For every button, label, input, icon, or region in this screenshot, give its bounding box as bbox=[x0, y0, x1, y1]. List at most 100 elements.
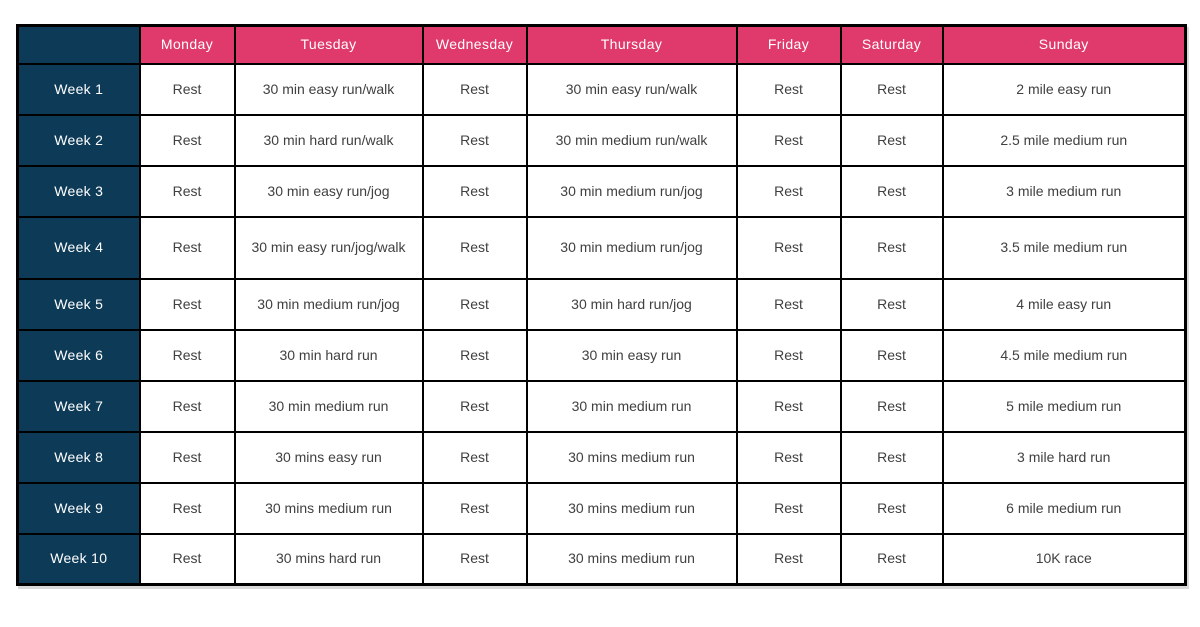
training-schedule-table: Monday Tuesday Wednesday Thursday Friday… bbox=[16, 24, 1187, 586]
schedule-cell: Rest bbox=[421, 430, 528, 484]
schedule-cell: 3 mile hard run bbox=[941, 430, 1187, 484]
schedule-cell: Rest bbox=[138, 379, 236, 433]
day-header-saturday: Saturday bbox=[839, 24, 944, 65]
schedule-cell: Rest bbox=[839, 379, 944, 433]
schedule-cell: 30 mins medium run bbox=[525, 532, 738, 586]
schedule-cell: Rest bbox=[735, 277, 842, 331]
schedule-cell: Rest bbox=[138, 215, 236, 280]
day-header-wednesday: Wednesday bbox=[421, 24, 528, 65]
schedule-cell: 3 mile medium run bbox=[941, 164, 1187, 218]
schedule-cell: Rest bbox=[138, 113, 236, 167]
schedule-cell: Rest bbox=[421, 62, 528, 116]
schedule-cell: Rest bbox=[735, 379, 842, 433]
schedule-cell: 30 min medium run bbox=[233, 379, 424, 433]
schedule-cell: Rest bbox=[421, 379, 528, 433]
week-label: Week 3 bbox=[16, 164, 141, 218]
schedule-cell: 30 mins hard run bbox=[233, 532, 424, 586]
schedule-cell: Rest bbox=[138, 277, 236, 331]
week-label: Week 7 bbox=[16, 379, 141, 433]
schedule-cell: 30 min medium run/jog bbox=[525, 215, 738, 280]
schedule-cell: Rest bbox=[735, 532, 842, 586]
schedule-cell: 2 mile easy run bbox=[941, 62, 1187, 116]
schedule-cell: 30 min hard run/jog bbox=[525, 277, 738, 331]
schedule-cell: Rest bbox=[839, 113, 944, 167]
schedule-cell: 30 min hard run bbox=[233, 328, 424, 382]
day-header-sunday: Sunday bbox=[941, 24, 1187, 65]
schedule-cell: 30 min easy run bbox=[525, 328, 738, 382]
schedule-row-week-6: Week 6 Rest 30 min hard run Rest 30 min … bbox=[16, 328, 1187, 382]
schedule-cell: Rest bbox=[839, 164, 944, 218]
schedule-cell: Rest bbox=[735, 215, 842, 280]
schedule-cell: Rest bbox=[421, 113, 528, 167]
schedule-cell: Rest bbox=[735, 430, 842, 484]
schedule-cell: 30 min medium run bbox=[525, 379, 738, 433]
week-label: Week 5 bbox=[16, 277, 141, 331]
schedule-cell: Rest bbox=[839, 277, 944, 331]
schedule-row-week-8: Week 8 Rest 30 mins easy run Rest 30 min… bbox=[16, 430, 1187, 484]
schedule-cell: 5 mile medium run bbox=[941, 379, 1187, 433]
schedule-row-week-2: Week 2 Rest 30 min hard run/walk Rest 30… bbox=[16, 113, 1187, 167]
day-header-tuesday: Tuesday bbox=[233, 24, 424, 65]
week-label: Week 4 bbox=[16, 215, 141, 280]
schedule-cell: Rest bbox=[421, 532, 528, 586]
schedule-row-week-9: Week 9 Rest 30 mins medium run Rest 30 m… bbox=[16, 481, 1187, 535]
schedule-cell: Rest bbox=[421, 481, 528, 535]
corner-cell bbox=[16, 24, 141, 65]
schedule-cell: 4 mile easy run bbox=[941, 277, 1187, 331]
schedule-cell: Rest bbox=[839, 215, 944, 280]
schedule-cell: 30 min easy run/jog bbox=[233, 164, 424, 218]
week-label: Week 6 bbox=[16, 328, 141, 382]
schedule-cell: Rest bbox=[138, 430, 236, 484]
schedule-cell: 30 mins medium run bbox=[525, 430, 738, 484]
schedule-cell: Rest bbox=[735, 164, 842, 218]
schedule-cell: Rest bbox=[735, 113, 842, 167]
schedule-cell: Rest bbox=[839, 532, 944, 586]
week-label: Week 1 bbox=[16, 62, 141, 116]
schedule-cell: 30 min easy run/walk bbox=[525, 62, 738, 116]
schedule-cell: 30 min easy run/walk bbox=[233, 62, 424, 116]
week-label: Week 2 bbox=[16, 113, 141, 167]
schedule-cell: Rest bbox=[735, 481, 842, 535]
schedule-cell: 30 min easy run/jog/walk bbox=[233, 215, 424, 280]
schedule-cell: 6 mile medium run bbox=[941, 481, 1187, 535]
day-header-thursday: Thursday bbox=[525, 24, 738, 65]
schedule-cell: 4.5 mile medium run bbox=[941, 328, 1187, 382]
schedule-row-week-7: Week 7 Rest 30 min medium run Rest 30 mi… bbox=[16, 379, 1187, 433]
week-label: Week 8 bbox=[16, 430, 141, 484]
schedule-row-week-5: Week 5 Rest 30 min medium run/jog Rest 3… bbox=[16, 277, 1187, 331]
schedule-row-week-1: Week 1 Rest 30 min easy run/walk Rest 30… bbox=[16, 62, 1187, 116]
schedule-cell: Rest bbox=[421, 328, 528, 382]
schedule-cell: Rest bbox=[839, 328, 944, 382]
day-header-monday: Monday bbox=[138, 24, 236, 65]
schedule-cell: Rest bbox=[839, 481, 944, 535]
schedule-cell: Rest bbox=[138, 532, 236, 586]
schedule-cell: Rest bbox=[421, 215, 528, 280]
schedule-cell: Rest bbox=[138, 62, 236, 116]
schedule-cell: 30 min medium run/jog bbox=[525, 164, 738, 218]
schedule-cell: Rest bbox=[138, 164, 236, 218]
schedule-cell: 30 min hard run/walk bbox=[233, 113, 424, 167]
schedule-cell: Rest bbox=[421, 164, 528, 218]
schedule-cell: 10K race bbox=[941, 532, 1187, 586]
schedule-cell: Rest bbox=[735, 62, 842, 116]
schedule-cell: 2.5 mile medium run bbox=[941, 113, 1187, 167]
week-label: Week 10 bbox=[16, 532, 141, 586]
schedule-row-week-4: Week 4 Rest 30 min easy run/jog/walk Res… bbox=[16, 215, 1187, 280]
schedule-cell: 30 min medium run/walk bbox=[525, 113, 738, 167]
schedule-cell: Rest bbox=[138, 328, 236, 382]
schedule-cell: Rest bbox=[421, 277, 528, 331]
schedule-cell: Rest bbox=[735, 328, 842, 382]
schedule-cell: 30 mins easy run bbox=[233, 430, 424, 484]
schedule-cell: Rest bbox=[138, 481, 236, 535]
training-schedule: Monday Tuesday Wednesday Thursday Friday… bbox=[16, 24, 1187, 586]
schedule-cell: 30 mins medium run bbox=[233, 481, 424, 535]
day-header-friday: Friday bbox=[735, 24, 842, 65]
week-label: Week 9 bbox=[16, 481, 141, 535]
schedule-row-week-3: Week 3 Rest 30 min easy run/jog Rest 30 … bbox=[16, 164, 1187, 218]
schedule-cell: 30 mins medium run bbox=[525, 481, 738, 535]
schedule-cell: 3.5 mile medium run bbox=[941, 215, 1187, 280]
schedule-row-week-10: Week 10 Rest 30 mins hard run Rest 30 mi… bbox=[16, 532, 1187, 586]
header-row: Monday Tuesday Wednesday Thursday Friday… bbox=[16, 24, 1187, 65]
schedule-cell: Rest bbox=[839, 62, 944, 116]
schedule-cell: 30 min medium run/jog bbox=[233, 277, 424, 331]
